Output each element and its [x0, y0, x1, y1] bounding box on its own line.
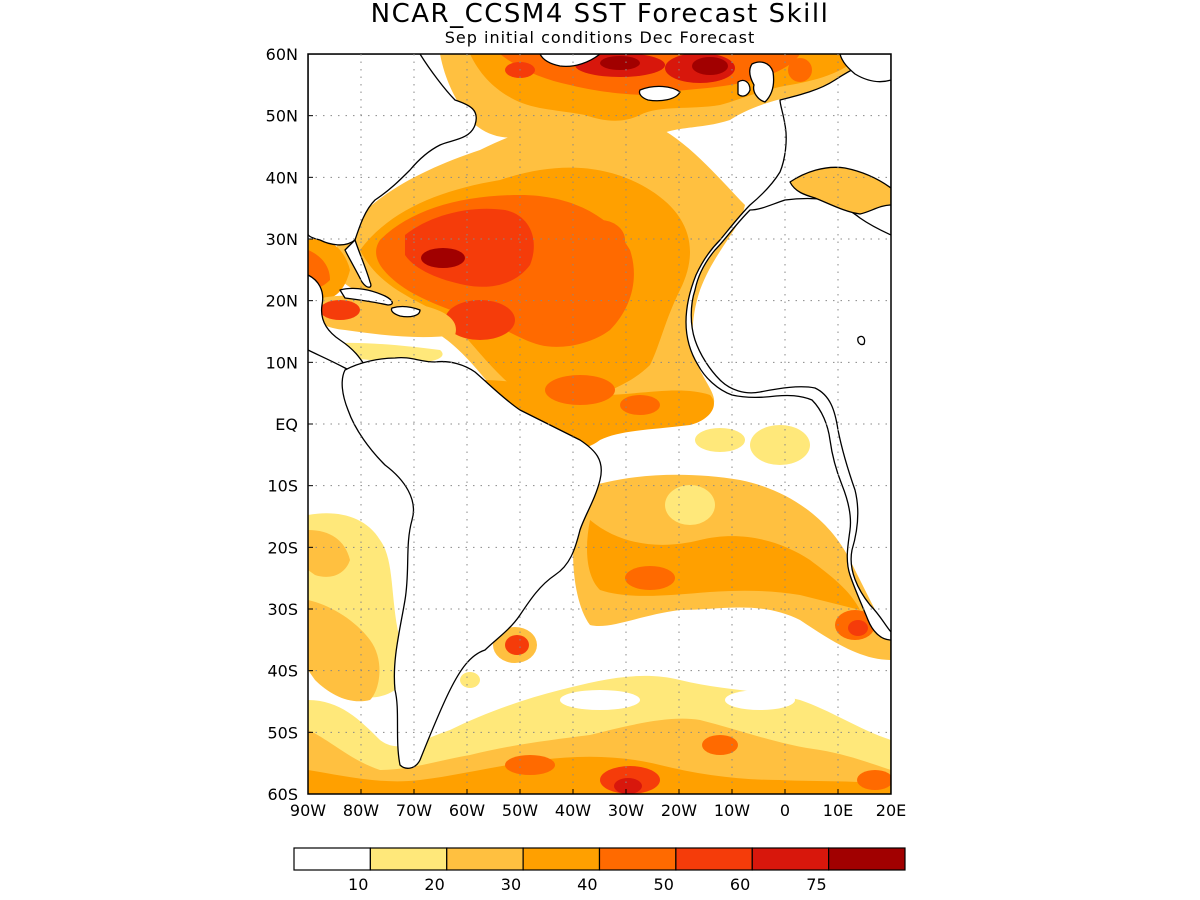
legend-swatch	[522, 847, 601, 871]
cuba-land	[339, 287, 393, 306]
legend-swatch	[598, 847, 677, 871]
lat-tick-label: 10N	[266, 353, 298, 372]
lat-tick-label: 50S	[267, 723, 298, 742]
southwest-atlantic-skill	[308, 513, 537, 702]
lon-tick-label: 80W	[343, 801, 379, 820]
lon-tick-label: 0	[780, 801, 790, 820]
central-america-land	[308, 274, 369, 374]
longitude-labels: 90W 80W 70W 60W 50W 40W 30W 20W 10W 0 10E 20E	[290, 801, 906, 820]
lat-tick-label: 40N	[266, 168, 298, 187]
europe-africa-land	[685, 54, 891, 794]
hispaniola-land	[390, 305, 421, 318]
lon-tick-label: 40W	[555, 801, 591, 820]
lat-tick-label: 30N	[266, 230, 298, 249]
british-isles-land	[749, 61, 775, 103]
land-masses	[308, 54, 891, 794]
lon-tick-label: 20E	[876, 801, 906, 820]
legend-swatch	[293, 847, 371, 871]
legend-swatch	[369, 847, 448, 871]
caribbean-skill	[308, 239, 456, 363]
legend-swatch	[828, 847, 906, 871]
lat-tick-label: 20N	[266, 292, 298, 311]
lon-tick-label: 20W	[661, 801, 697, 820]
north-atlantic-skill	[332, 116, 745, 446]
legend-label: 60	[730, 875, 750, 894]
legend-label: 75	[806, 875, 826, 894]
legend-label: 50	[654, 875, 674, 894]
south-atlantic-skill	[573, 474, 891, 660]
lat-tick-label: EQ	[275, 415, 298, 434]
latitude-labels: 60N 50N 40N 30N 20N 10N EQ 10S 20S 30S 40S 50S 60S	[266, 45, 298, 804]
map-subtitle: Sep initial conditions Dec Forecast	[444, 28, 756, 47]
small-island	[857, 335, 866, 346]
florida-land	[344, 239, 372, 288]
lon-tick-label: 60W	[449, 801, 485, 820]
lat-tick-label: 30S	[267, 600, 298, 619]
scandinavia-land	[839, 54, 891, 83]
legend-label: 40	[577, 875, 597, 894]
greenland-land	[539, 54, 601, 68]
lat-tick-label: 10S	[267, 477, 298, 496]
map-title: NCAR_CCSM4 SST Forecast Skill	[370, 0, 830, 29]
lat-tick-label: 50N	[266, 107, 298, 126]
southern-ocean-skill	[308, 675, 891, 794]
legend-colorbar: 10 20 30 40 50 60 75	[293, 847, 906, 894]
legend-swatch	[751, 847, 830, 871]
lat-tick-label: 60S	[267, 785, 298, 804]
lon-tick-label: 70W	[396, 801, 432, 820]
gridlines	[307, 53, 892, 795]
lon-tick-label: 30W	[608, 801, 644, 820]
legend-swatch	[446, 847, 524, 871]
lon-tick-label: 50W	[502, 801, 538, 820]
south-america-land	[341, 356, 602, 769]
mediterranean-sea	[789, 166, 891, 215]
legend-label: 30	[501, 875, 521, 894]
lon-tick-label: 10W	[714, 801, 750, 820]
ireland-land	[737, 79, 751, 97]
iceland-land	[638, 85, 681, 102]
lat-tick-label: 60N	[266, 45, 298, 64]
lon-tick-label: 10E	[823, 801, 853, 820]
legend-label: 10	[348, 875, 368, 894]
lat-tick-label: 20S	[267, 538, 298, 557]
north-america-land	[308, 54, 477, 246]
lon-tick-label: 90W	[290, 801, 326, 820]
legend-swatch	[675, 847, 753, 871]
legend-label: 20	[424, 875, 444, 894]
lat-tick-label: 40S	[267, 662, 298, 681]
